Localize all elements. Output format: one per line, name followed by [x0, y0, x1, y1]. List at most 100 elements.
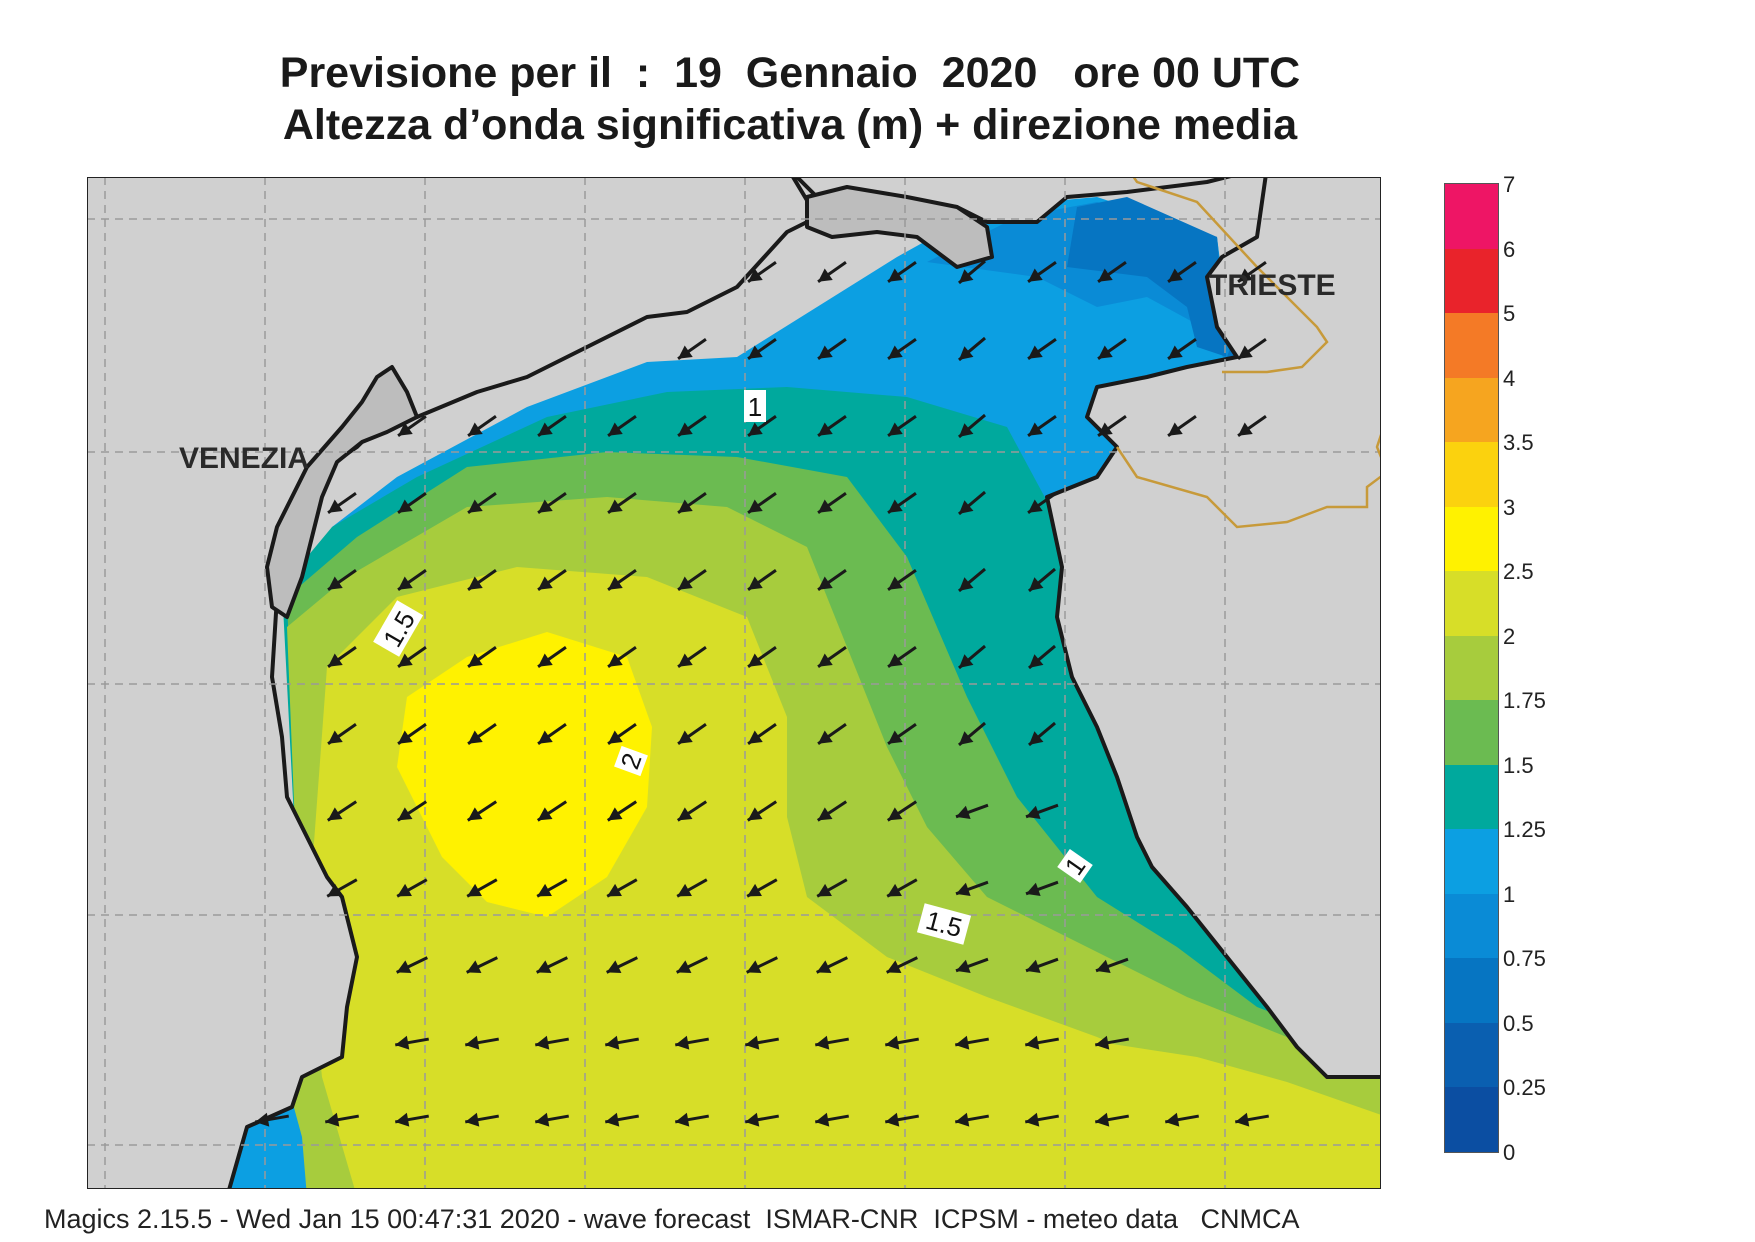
wave-arrow	[1237, 338, 1267, 360]
wave-arrow	[958, 644, 986, 670]
colorbar-label: 0.5	[1503, 1010, 1534, 1036]
wave-arrow	[1028, 644, 1056, 670]
wave-arrow	[1097, 415, 1127, 437]
wave-arrow	[534, 1035, 570, 1050]
wave-arrow	[1167, 338, 1197, 360]
wave-arrow	[747, 261, 777, 283]
wave-arrow	[327, 569, 357, 591]
wave-arrow	[746, 956, 778, 974]
land-venice-lagoon	[265, 365, 419, 619]
wave-arrow	[466, 878, 498, 898]
wave-arrow	[467, 492, 497, 514]
wave-arrow	[884, 1035, 920, 1050]
wave-arrow	[1237, 261, 1267, 283]
title-line-1: Previsione per il : 19 Gennaio 2020 ore …	[279, 49, 1301, 97]
wave-arrow	[747, 646, 777, 668]
wave-arrow	[887, 646, 917, 668]
wave-arrow	[397, 415, 427, 437]
colorbar-segment	[1445, 700, 1498, 766]
wave-arrow	[954, 1112, 990, 1127]
wave-arrow	[677, 415, 707, 437]
wave-arrow	[744, 1112, 780, 1127]
colorbar-segment	[1445, 377, 1498, 443]
colorbar-label: 0	[1503, 1140, 1516, 1165]
wave-arrow	[397, 569, 427, 591]
footer-credits: Magics 2.15.5 - Wed Jan 15 00:47:31 2020…	[44, 1204, 1300, 1234]
wave-arrow	[677, 569, 707, 591]
sea-patch-south-east-1.75-2	[829, 1037, 1381, 1189]
wave-arrow	[958, 336, 986, 362]
wave-arrow	[467, 723, 497, 745]
colorbar-segment	[1445, 506, 1498, 572]
wave-arrow	[396, 878, 428, 898]
wave-arrow	[606, 878, 638, 898]
wave-arrow	[537, 569, 567, 591]
wave-arrow	[397, 723, 427, 745]
colorbar-label: 2	[1503, 623, 1516, 649]
wave-arrow	[747, 569, 777, 591]
colorbar-segment	[1445, 571, 1498, 637]
colorbar	[1444, 183, 1499, 1153]
wave-arrow	[607, 492, 637, 514]
wave-arrow	[1027, 415, 1057, 437]
wave-arrow	[1097, 338, 1127, 360]
wave-arrow	[747, 723, 777, 745]
national-borders	[1115, 177, 1381, 529]
colorbar-segment	[1445, 893, 1498, 959]
wave-arrow	[747, 338, 777, 360]
land-istria	[1045, 177, 1381, 1079]
wave-arrow	[466, 956, 498, 974]
wave-height-map: 1 1.5 2 1 1.5 VENEZIA TRIESTE	[87, 177, 1381, 1189]
wave-arrow	[958, 259, 986, 285]
city-label-trieste: TRIESTE	[1209, 269, 1336, 302]
wave-arrow	[1164, 1112, 1200, 1127]
wave-arrow	[1027, 338, 1057, 360]
map-canvas: 1 1.5 2 1 1.5	[87, 177, 1381, 1189]
wave-arrow	[1025, 957, 1059, 973]
wave-arrow	[537, 723, 567, 745]
wave-arrow	[954, 1035, 990, 1050]
wave-arrow	[464, 1035, 500, 1050]
wave-arrow	[1028, 567, 1056, 593]
wave-arrow	[747, 415, 777, 437]
wave-arrow	[1025, 803, 1059, 819]
wave-arrow	[958, 567, 986, 593]
colorbar-segment	[1445, 184, 1498, 250]
wave-arrow	[817, 415, 847, 437]
wave-arrow	[677, 492, 707, 514]
wave-arrow	[674, 1035, 710, 1050]
wave-arrow	[958, 721, 986, 747]
wave-arrow	[674, 1112, 710, 1127]
wave-arrow	[744, 1035, 780, 1050]
wave-arrow	[887, 492, 917, 514]
wave-arrow	[396, 800, 428, 822]
wave-arrow	[604, 1035, 640, 1050]
wave-arrow	[466, 800, 498, 822]
wave-arrow	[884, 1112, 920, 1127]
wave-arrow	[816, 956, 848, 974]
wave-arrow	[1167, 261, 1197, 283]
wave-arrow	[955, 957, 989, 973]
wave-arrow	[536, 800, 568, 822]
wave-arrow	[607, 569, 637, 591]
wave-arrow	[607, 415, 637, 437]
wave-arrow	[394, 1112, 430, 1127]
contour-label: 1	[748, 392, 762, 422]
sea-layer-0.25-0.5	[1067, 197, 1287, 387]
wave-arrow	[747, 492, 777, 514]
graticule	[87, 177, 1381, 1189]
wave-arrow	[1167, 415, 1197, 437]
colorbar-label: 7	[1503, 172, 1516, 197]
wave-arrow	[676, 878, 708, 898]
wave-arrow	[887, 723, 917, 745]
wave-arrow	[327, 646, 357, 668]
wave-arrow	[397, 492, 427, 514]
colorbar-segment	[1445, 829, 1498, 895]
wave-arrow	[958, 413, 986, 439]
wave-arrow	[324, 1112, 360, 1127]
colorbar-label: 1.75	[1503, 688, 1546, 714]
colorbar-segment	[1445, 635, 1498, 701]
wave-arrow	[1027, 261, 1057, 283]
wave-arrow	[1027, 492, 1057, 514]
colorbar-label: 1	[1503, 881, 1516, 907]
